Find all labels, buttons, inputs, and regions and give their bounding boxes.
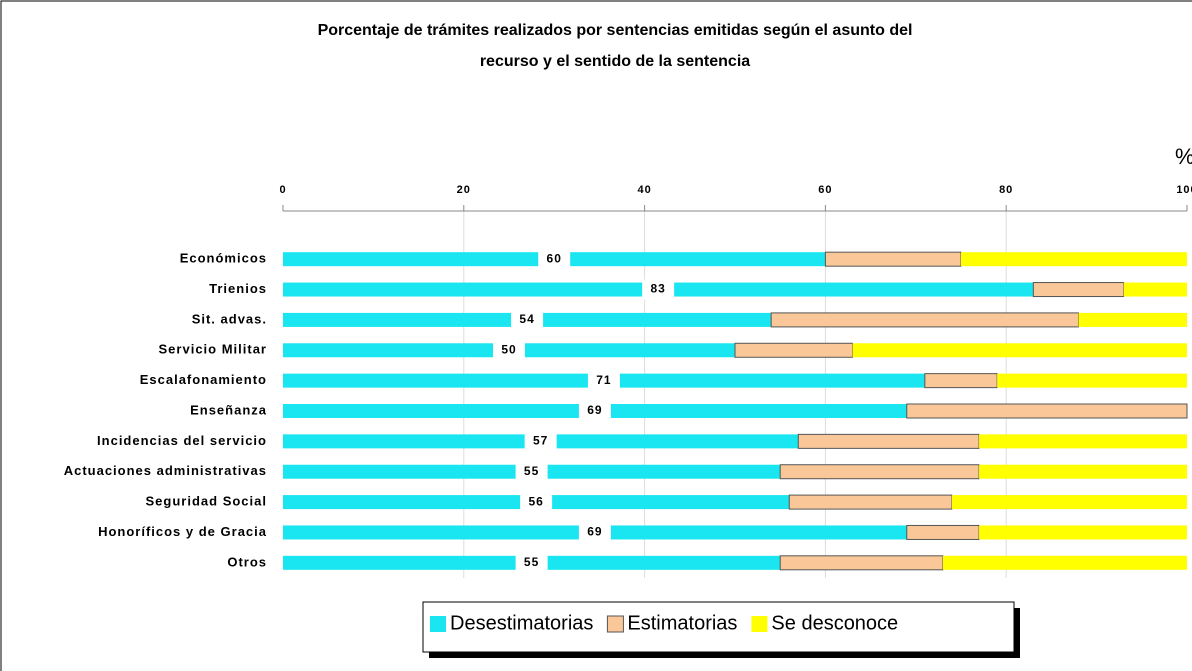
- data-label: 56: [528, 494, 543, 508]
- bar-segment: [852, 343, 1187, 358]
- data-label-bg: [515, 461, 548, 482]
- data-label-bg: [493, 340, 525, 361]
- x-tick-label: 60: [818, 184, 832, 196]
- legend-label: Se desconoce: [771, 612, 898, 634]
- bar-segment: [1078, 312, 1187, 327]
- data-label: 54: [519, 312, 534, 326]
- bar-segment: [1032, 282, 1125, 298]
- x-tick-label: 100: [1176, 184, 1192, 196]
- bar-segment: [961, 252, 1187, 267]
- bar-segment: [779, 464, 980, 480]
- data-label-bg: [520, 492, 553, 513]
- bar-segment: [951, 495, 1187, 510]
- data-label-bg: [587, 370, 620, 391]
- data-label: 60: [547, 251, 562, 265]
- y-tick-label: Otros: [227, 554, 267, 569]
- y-tick-label: Trienios: [209, 281, 267, 296]
- y-tick-label: Servicio Militar: [159, 342, 267, 357]
- legend-box: [422, 601, 1015, 653]
- bar-segment: [797, 433, 980, 449]
- y-tick-label: Económicos: [180, 251, 267, 266]
- y-tick-label: Enseñanza: [190, 402, 267, 417]
- bar-segment: [942, 555, 1187, 570]
- data-label-bg: [524, 431, 557, 452]
- data-label: 50: [501, 342, 516, 356]
- y-tick-label: Honoríficos y de Gracia: [98, 524, 267, 539]
- legend-swatch: [606, 615, 624, 633]
- chart-title: Porcentaje de trámites realizados por se…: [318, 22, 913, 39]
- bar-segment: [824, 251, 962, 267]
- data-label: 83: [650, 282, 665, 296]
- x-tick-label: 40: [637, 184, 651, 196]
- legend-label: Desestimatorias: [450, 612, 593, 634]
- data-label-bg: [511, 309, 544, 330]
- y-tick-label: Sit. advas.: [192, 311, 267, 326]
- data-label: 57: [533, 434, 548, 448]
- data-label-bg: [538, 249, 571, 270]
- bar-segment: [979, 434, 1187, 449]
- bar-segment: [924, 373, 998, 389]
- x-tick-label: 80: [999, 184, 1013, 196]
- data-label: 71: [596, 373, 611, 387]
- data-label-bg: [642, 279, 675, 300]
- y-tick-label: Seguridad Social: [146, 494, 267, 509]
- data-label-bg: [578, 522, 611, 543]
- data-label: 55: [524, 464, 539, 478]
- y-tick-label: Escalafonamiento: [140, 372, 267, 387]
- bar-segment: [997, 373, 1187, 388]
- data-label: 69: [587, 525, 602, 539]
- x-axis-label: %: [1175, 144, 1192, 169]
- y-tick-label: Incidencias del servicio: [97, 433, 267, 448]
- x-tick-label: 20: [457, 184, 471, 196]
- chart-title: recurso y el sentido de la sentencia: [480, 53, 750, 70]
- data-label-bg: [578, 401, 611, 421]
- legend-label: Estimatorias: [627, 612, 737, 634]
- bar-segment: [906, 403, 1188, 419]
- legend-swatch: [751, 616, 768, 632]
- bar-segment: [779, 555, 944, 571]
- bar-segment: [770, 312, 1080, 328]
- data-label: 69: [587, 403, 602, 417]
- y-tick-label: Actuaciones administrativas: [64, 463, 267, 478]
- bar-segment: [1123, 282, 1187, 297]
- bar-segment: [734, 342, 854, 358]
- x-tick-label: 0: [279, 184, 286, 196]
- data-label: 55: [524, 555, 539, 569]
- bar-segment: [979, 525, 1187, 540]
- bar-segment: [979, 464, 1187, 479]
- bar-segment: [788, 494, 953, 510]
- bar-segment: [906, 524, 980, 540]
- data-label-bg: [515, 552, 548, 573]
- legend-swatch: [430, 616, 446, 632]
